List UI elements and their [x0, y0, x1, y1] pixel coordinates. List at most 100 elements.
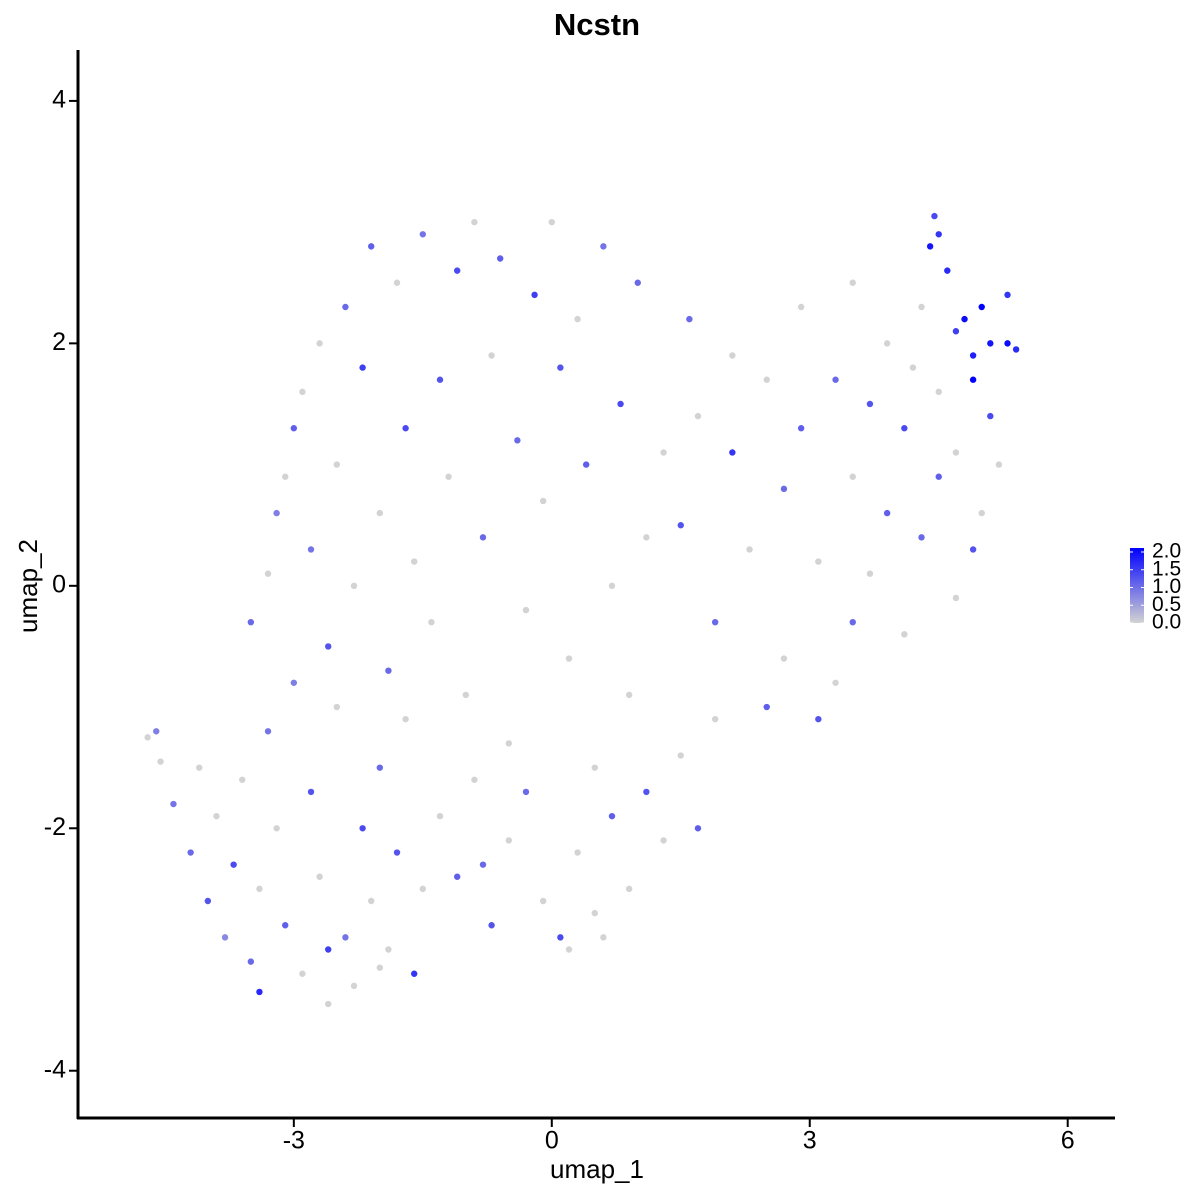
point — [677, 752, 684, 759]
point — [239, 776, 246, 783]
point — [479, 861, 487, 868]
point — [196, 764, 203, 771]
point — [454, 873, 461, 880]
point — [221, 934, 229, 941]
point — [969, 376, 977, 383]
point — [157, 758, 164, 765]
point — [565, 946, 573, 953]
colorbar-tick-label: 0.0 — [1152, 611, 1181, 634]
point — [625, 691, 633, 699]
colorbar-tick-label: 2.0 — [1152, 540, 1181, 563]
point — [643, 534, 650, 541]
point — [299, 970, 306, 977]
point — [359, 364, 366, 371]
point — [170, 800, 177, 808]
point — [282, 922, 289, 929]
point — [849, 473, 856, 480]
point — [359, 825, 366, 832]
point — [901, 631, 908, 638]
point — [376, 964, 384, 971]
point — [643, 788, 650, 796]
point — [462, 691, 470, 699]
point — [325, 946, 332, 953]
point — [385, 946, 392, 953]
point — [565, 655, 573, 662]
point — [290, 425, 298, 432]
point — [625, 885, 633, 893]
point — [591, 909, 598, 917]
point — [368, 897, 375, 905]
point — [849, 279, 856, 286]
x-axis-label: umap_1 — [550, 1154, 644, 1184]
point — [944, 267, 951, 274]
point — [273, 825, 280, 832]
point — [797, 425, 805, 432]
point — [333, 703, 341, 711]
point — [926, 243, 934, 250]
point — [264, 728, 272, 735]
point — [969, 352, 977, 359]
point — [883, 509, 891, 517]
point — [496, 255, 504, 262]
point — [264, 570, 272, 577]
y-tick-label: -4 — [44, 1055, 66, 1083]
point — [660, 837, 667, 844]
point — [608, 582, 616, 590]
point — [1012, 346, 1020, 353]
point — [479, 534, 487, 541]
y-tick-label: 4 — [52, 86, 66, 114]
point — [204, 897, 212, 905]
point — [273, 509, 280, 517]
point — [402, 425, 409, 432]
point — [901, 425, 908, 432]
point — [402, 715, 409, 723]
point — [333, 461, 341, 468]
point — [995, 461, 1003, 468]
point — [815, 558, 822, 565]
point — [987, 412, 994, 420]
point — [557, 364, 564, 371]
point — [342, 303, 349, 311]
point — [780, 655, 788, 662]
point — [299, 388, 306, 396]
point — [539, 497, 547, 505]
point — [247, 958, 255, 965]
point — [574, 315, 581, 323]
point — [952, 328, 960, 335]
point — [797, 303, 805, 311]
point — [454, 267, 461, 274]
point — [918, 303, 925, 311]
point — [290, 679, 298, 686]
point — [488, 352, 495, 359]
point — [376, 509, 384, 517]
point — [256, 988, 263, 996]
point — [436, 376, 444, 383]
point — [574, 849, 581, 856]
point — [815, 715, 822, 723]
point — [987, 340, 994, 347]
point — [522, 788, 530, 796]
point — [677, 522, 684, 529]
point — [978, 303, 985, 311]
point — [952, 449, 960, 456]
point — [600, 934, 607, 941]
point — [307, 788, 315, 796]
colorbar — [1130, 548, 1144, 623]
point — [522, 606, 530, 614]
x-tick-label: -3 — [283, 1127, 305, 1155]
point — [849, 618, 856, 626]
x-tick-label: 0 — [545, 1127, 559, 1155]
point — [866, 570, 874, 577]
point — [832, 376, 839, 383]
point — [931, 212, 938, 220]
point — [694, 412, 702, 420]
point — [350, 982, 358, 990]
point — [316, 873, 323, 880]
point — [729, 449, 736, 456]
point — [514, 437, 521, 444]
point — [952, 594, 960, 602]
x-tick-label: 3 — [803, 1127, 817, 1155]
point — [729, 352, 736, 359]
point — [600, 243, 607, 250]
